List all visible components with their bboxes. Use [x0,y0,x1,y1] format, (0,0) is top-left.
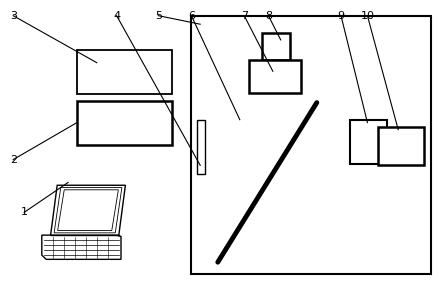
Text: 7: 7 [241,11,248,21]
Text: 8: 8 [265,11,272,21]
Text: 9: 9 [337,11,345,21]
Polygon shape [42,235,121,259]
Text: 10: 10 [360,11,374,21]
Text: 4: 4 [113,11,120,21]
Polygon shape [54,188,122,233]
Text: 3: 3 [10,11,17,21]
Bar [77,101,172,145]
Polygon shape [58,190,118,231]
Bar [378,127,424,165]
Polygon shape [51,185,125,235]
Bar [262,33,290,60]
Bar [197,120,205,174]
Bar [350,120,387,164]
Text: 6: 6 [188,11,195,21]
Bar [77,50,172,94]
Text: 5: 5 [155,11,162,21]
Bar [249,60,301,93]
Bar [191,16,431,274]
Text: 2: 2 [10,154,17,165]
Text: 1: 1 [21,207,28,217]
